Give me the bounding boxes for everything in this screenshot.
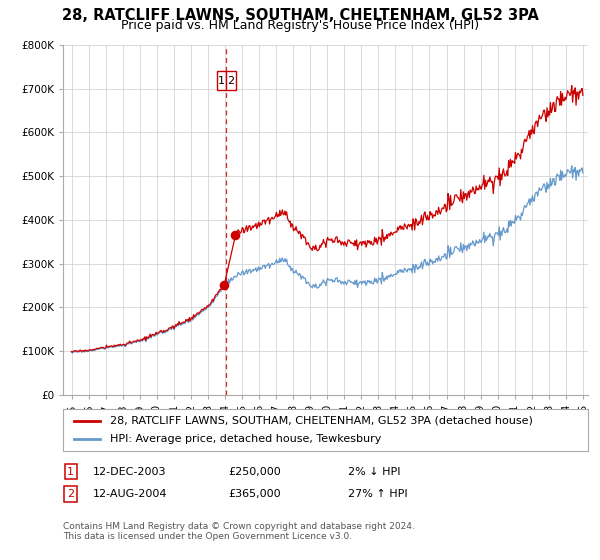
Text: Contains HM Land Registry data © Crown copyright and database right 2024.
This d: Contains HM Land Registry data © Crown c…: [63, 522, 415, 542]
Text: Price paid vs. HM Land Registry's House Price Index (HPI): Price paid vs. HM Land Registry's House …: [121, 19, 479, 32]
Text: 2: 2: [67, 489, 74, 499]
Point: [219, 281, 229, 290]
Text: 28, RATCLIFF LAWNS, SOUTHAM, CHELTENHAM, GL52 3PA (detached house): 28, RATCLIFF LAWNS, SOUTHAM, CHELTENHAM,…: [110, 416, 533, 426]
Text: £365,000: £365,000: [228, 489, 281, 499]
FancyBboxPatch shape: [217, 72, 226, 90]
Text: HPI: Average price, detached house, Tewkesbury: HPI: Average price, detached house, Tewk…: [110, 434, 382, 444]
Text: 2: 2: [227, 76, 235, 86]
Text: 12-AUG-2004: 12-AUG-2004: [93, 489, 167, 499]
Point: [230, 231, 240, 240]
Text: £250,000: £250,000: [228, 466, 281, 477]
Text: 12-DEC-2003: 12-DEC-2003: [93, 466, 167, 477]
Text: 1: 1: [67, 466, 74, 477]
Text: 28, RATCLIFF LAWNS, SOUTHAM, CHELTENHAM, GL52 3PA: 28, RATCLIFF LAWNS, SOUTHAM, CHELTENHAM,…: [62, 8, 538, 24]
Text: 27% ↑ HPI: 27% ↑ HPI: [348, 489, 407, 499]
Text: 1: 1: [218, 76, 225, 86]
FancyBboxPatch shape: [226, 72, 236, 90]
Text: 2% ↓ HPI: 2% ↓ HPI: [348, 466, 401, 477]
